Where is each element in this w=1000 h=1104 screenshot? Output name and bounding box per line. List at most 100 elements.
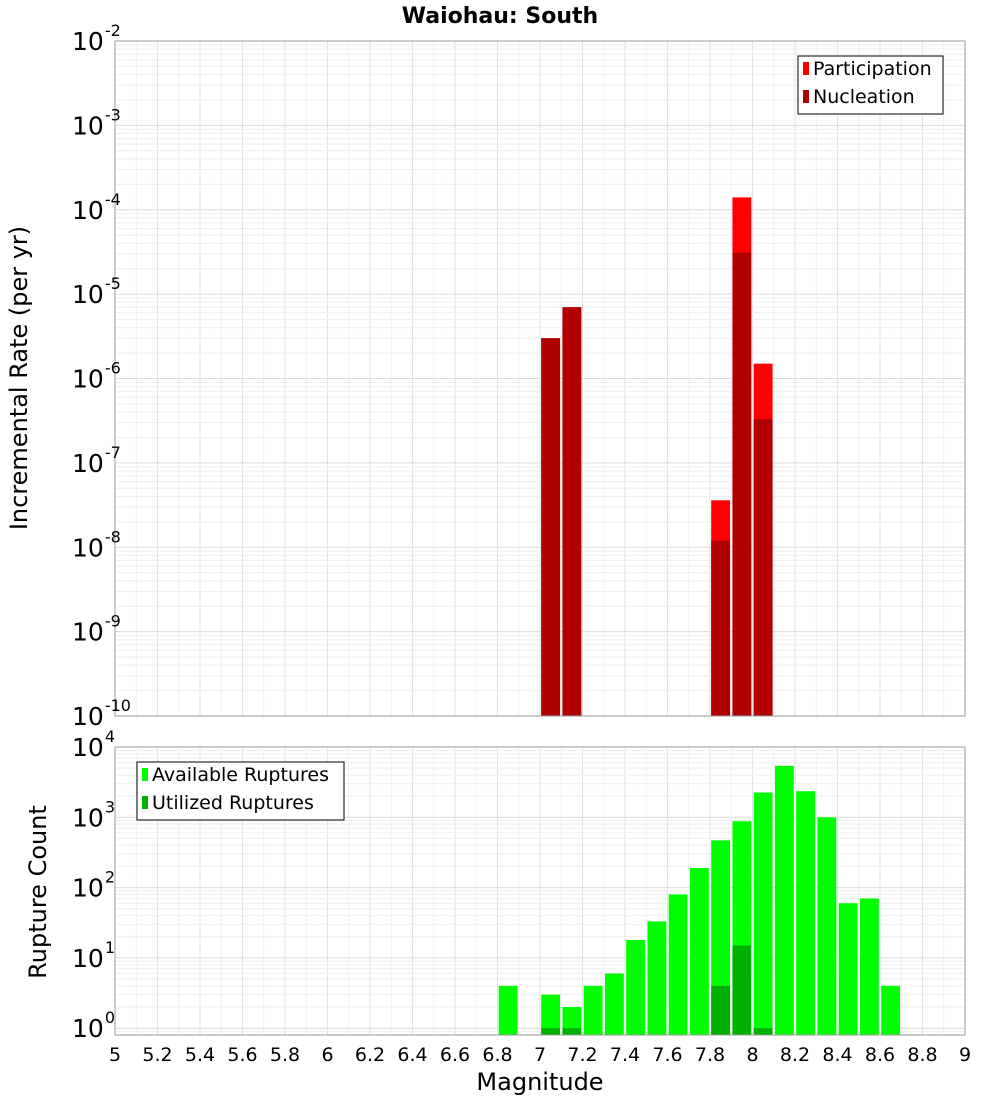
x-tick-label: 7.6 <box>652 1044 682 1066</box>
y-tick-base: 10 <box>72 27 104 56</box>
x-tick-label: 8.4 <box>822 1044 852 1066</box>
bar <box>647 921 667 1035</box>
series-1 <box>541 252 773 716</box>
x-tick-label: 8.2 <box>780 1044 810 1066</box>
y-tick-label: 10-8 <box>72 527 121 562</box>
legend-swatch <box>803 62 809 75</box>
top-plot: 10-1010-910-810-710-610-510-410-310-2Par… <box>72 21 966 731</box>
bar <box>562 1028 582 1035</box>
bar <box>668 894 688 1035</box>
y-tick-exponent: 4 <box>105 727 115 746</box>
top-y-axis-label: Incremental Rate (per yr) <box>5 226 33 530</box>
y-tick-exponent: -8 <box>105 527 121 546</box>
x-tick-label: 9 <box>959 1044 971 1066</box>
bar <box>753 419 773 716</box>
y-tick-base: 10 <box>72 1014 104 1043</box>
bar <box>711 540 731 716</box>
x-tick-label: 5.4 <box>185 1044 215 1066</box>
legend: Participation Nucleation <box>797 55 944 115</box>
y-tick-base: 10 <box>72 111 104 140</box>
x-axis-label: Magnitude <box>476 1068 603 1096</box>
y-tick-label: 10-9 <box>72 612 121 647</box>
legend: Available Ruptures Utilized Ruptures <box>136 761 345 821</box>
x-tick-label: 8.6 <box>865 1044 895 1066</box>
bar <box>562 1007 582 1035</box>
bar <box>859 898 879 1035</box>
bar <box>881 985 901 1035</box>
y-tick-exponent: 0 <box>105 1008 115 1027</box>
x-tick-label: 5.6 <box>227 1044 257 1066</box>
series-0 <box>498 765 901 1035</box>
x-tick-label: 5.8 <box>270 1044 300 1066</box>
y-tick-base: 10 <box>72 365 104 394</box>
plot-frame <box>114 746 966 1036</box>
x-tick-label: 8 <box>746 1044 758 1066</box>
x-tick-label: 7.2 <box>567 1044 597 1066</box>
y-tick-exponent: -9 <box>105 612 121 631</box>
y-tick-exponent: -7 <box>105 443 121 462</box>
y-tick-base: 10 <box>72 196 104 225</box>
y-tick-exponent: -5 <box>105 274 121 293</box>
legend-label: Available Ruptures <box>152 764 329 786</box>
bar <box>689 867 709 1035</box>
bar <box>796 791 816 1035</box>
y-tick-label: 10-3 <box>72 105 121 140</box>
y-tick-exponent: 3 <box>105 797 115 816</box>
legend-swatch <box>803 90 809 103</box>
y-tick-label: 102 <box>72 868 115 903</box>
y-tick-label: 104 <box>72 727 115 762</box>
series-1 <box>541 945 773 1035</box>
legend-box <box>797 55 944 115</box>
x-tick-label: 8.8 <box>907 1044 937 1066</box>
bar <box>732 252 752 716</box>
x-tick-label: 6.4 <box>397 1044 427 1066</box>
y-tick-label: 10-10 <box>72 696 131 731</box>
x-tick-label: 6.6 <box>440 1044 470 1066</box>
y-tick-exponent: 1 <box>105 938 115 957</box>
grid <box>114 40 966 717</box>
bar <box>774 765 794 1035</box>
y-tick-base: 10 <box>72 733 104 762</box>
y-tick-label: 101 <box>72 938 115 973</box>
y-tick-exponent: -2 <box>105 21 121 40</box>
bar <box>562 307 582 716</box>
x-tick-label: 5.2 <box>142 1044 172 1066</box>
legend-label: Utilized Ruptures <box>152 792 314 814</box>
y-tick-base: 10 <box>72 874 104 903</box>
y-tick-base: 10 <box>72 944 104 973</box>
legend-swatch <box>142 768 148 781</box>
bar <box>711 985 731 1035</box>
y-tick-label: 103 <box>72 797 115 832</box>
plot-frame <box>114 40 966 717</box>
y-tick-exponent: -10 <box>105 696 131 715</box>
x-tick-label: 6.2 <box>355 1044 385 1066</box>
bar <box>583 985 603 1035</box>
y-tick-exponent: 2 <box>105 868 115 887</box>
y-tick-base: 10 <box>72 702 104 731</box>
legend-label: Nucleation <box>813 86 915 108</box>
bar <box>541 1028 561 1035</box>
bar <box>604 973 624 1035</box>
bar <box>541 994 561 1035</box>
y-tick-label: 10-5 <box>72 274 121 309</box>
bar <box>732 945 752 1035</box>
y-tick-label: 10-6 <box>72 359 121 394</box>
legend-box <box>136 761 345 821</box>
y-tick-label: 100 <box>72 1008 115 1043</box>
y-tick-base: 10 <box>72 280 104 309</box>
y-tick-base: 10 <box>72 618 104 647</box>
x-tick-label: 7.4 <box>610 1044 640 1066</box>
bar <box>498 985 518 1035</box>
bottom-y-axis-label: Rupture Count <box>24 805 52 979</box>
y-tick-exponent: -4 <box>105 190 121 209</box>
x-tick-label: 6 <box>321 1044 333 1066</box>
y-tick-base: 10 <box>72 533 104 562</box>
y-tick-base: 10 <box>72 449 104 478</box>
bar <box>817 817 837 1035</box>
legend-swatch <box>142 796 148 809</box>
x-tick-label: 7.8 <box>695 1044 725 1066</box>
y-tick-label: 10-4 <box>72 190 121 225</box>
x-tick-label: 5 <box>109 1044 121 1066</box>
